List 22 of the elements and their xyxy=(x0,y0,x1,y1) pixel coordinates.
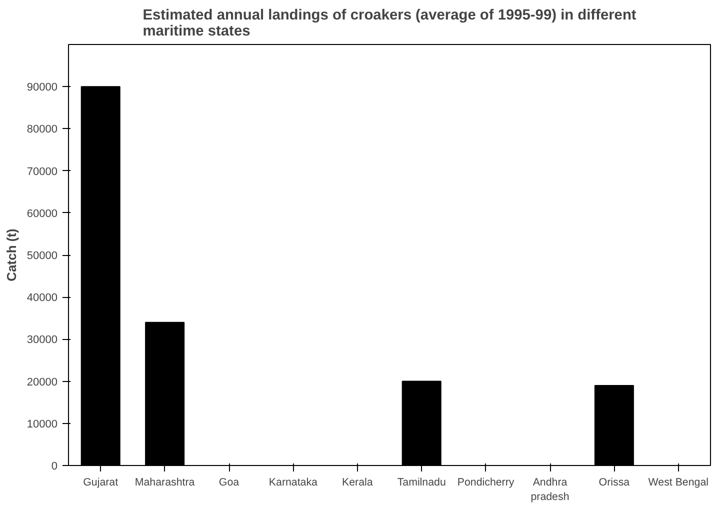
x-tick-label: West Bengal xyxy=(648,476,709,488)
x-tick-label: Gujarat xyxy=(83,476,118,488)
y-axis-title: Catch (t) xyxy=(4,228,19,282)
y-tick-label: 10000 xyxy=(26,418,58,430)
y-tick-label: 50000 xyxy=(26,250,58,262)
y-tick-label: 70000 xyxy=(26,166,58,178)
x-tick-label: Maharashtra xyxy=(134,476,195,488)
y-tick-label: 60000 xyxy=(26,208,58,220)
y-tick-label: 30000 xyxy=(26,334,58,346)
x-tick-label: Andhra pradesh xyxy=(530,476,570,503)
y-tick-label: 80000 xyxy=(26,124,58,136)
x-tick-label: Karnataka xyxy=(268,476,318,488)
chart-title: Estimated annual landings of croakers (average of 1995-99) in different maritime states xyxy=(142,8,636,40)
x-tick-label: Tamilnadu xyxy=(397,476,446,488)
y-tick-label: 0 xyxy=(51,460,58,472)
x-tick-label: Goa xyxy=(218,476,240,488)
x-tick-label: Pondicherry xyxy=(457,476,515,488)
y-tick-label: 20000 xyxy=(26,376,58,388)
x-tick-label: Orissa xyxy=(598,476,630,488)
y-tick-label: 40000 xyxy=(26,292,58,304)
x-tick-label: Kerala xyxy=(342,476,373,488)
y-tick-label: 90000 xyxy=(26,82,58,94)
